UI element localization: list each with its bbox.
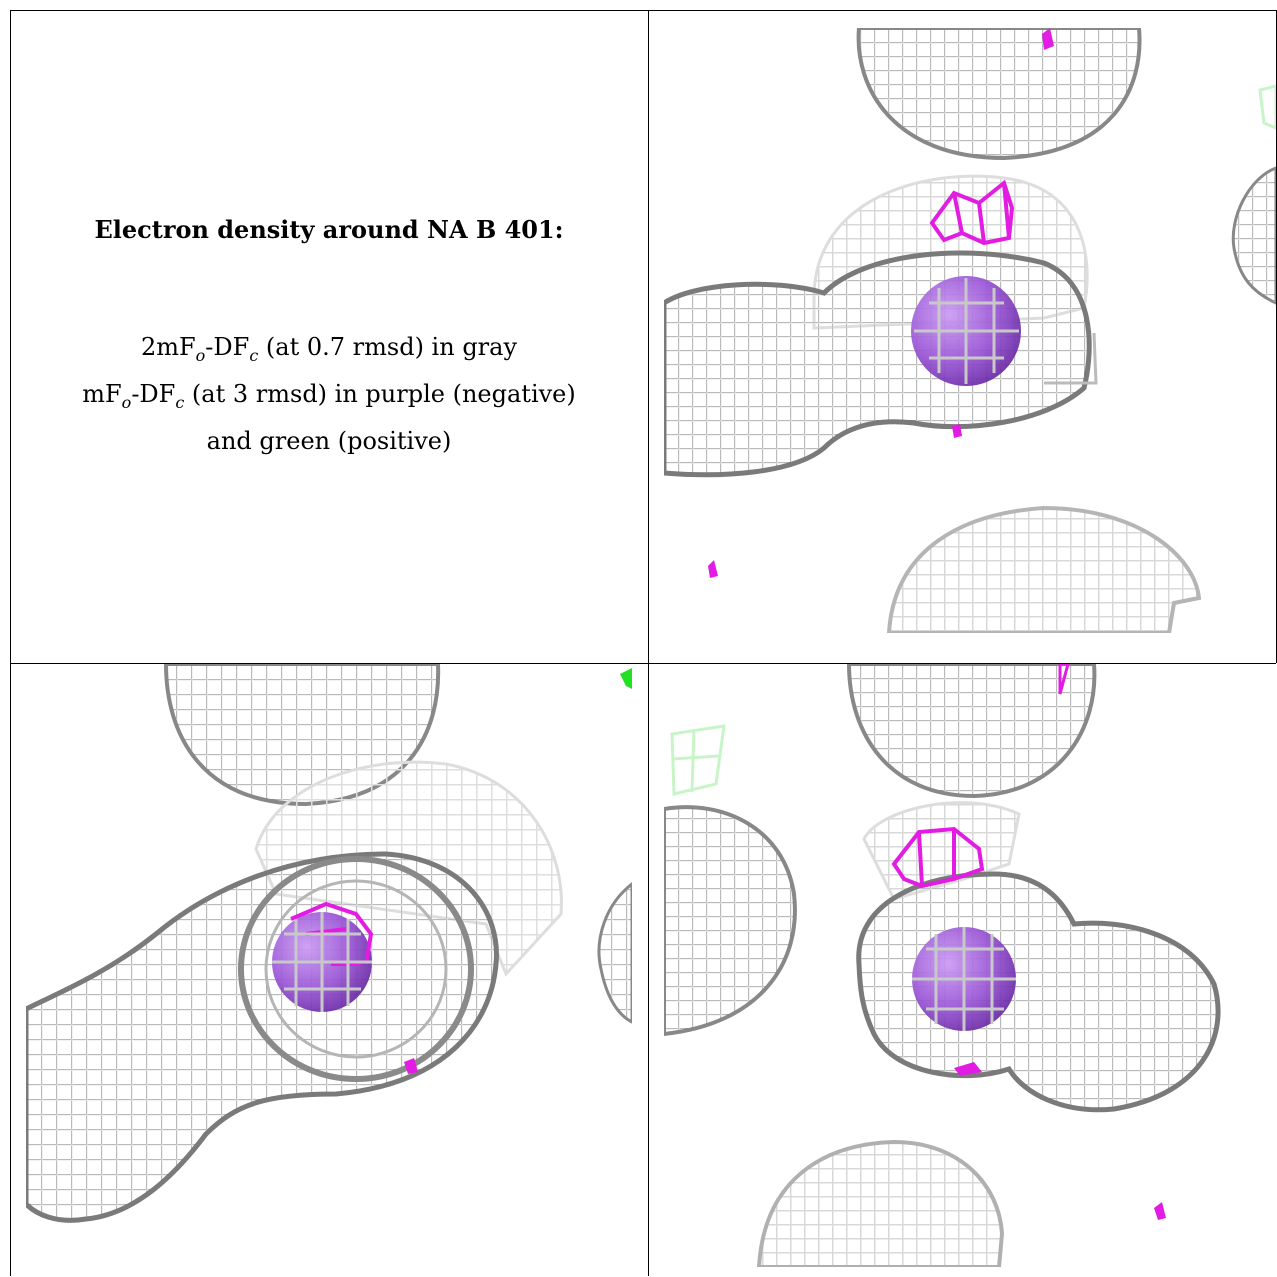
gray-mesh-top [846, 664, 1097, 799]
grid-line-middle [10, 663, 1276, 664]
legend-line-purple: mFo-DFc (at 3 rmsd) in purple (negative) [82, 379, 576, 412]
gray-mesh-bottom [756, 1139, 1005, 1267]
grid-line-center [648, 10, 649, 1276]
gray-mesh-top [856, 28, 1142, 161]
gray-mesh-main [664, 250, 1092, 478]
positive-density-faint [1258, 84, 1276, 130]
negative-density-top-edge [1058, 664, 1070, 695]
negative-density-tiny [404, 1058, 418, 1074]
legend-line-gray: 2mFo-DFc (at 0.7 rmsd) in gray [140, 333, 518, 365]
negative-density-tiny-1 [1042, 28, 1054, 50]
gray-mesh-left [664, 805, 797, 1037]
positive-density-faint [670, 724, 726, 796]
density-panel-top-right [664, 28, 1276, 633]
negative-density-top [929, 179, 1015, 246]
density-view-3 [664, 664, 1221, 1267]
grid-line-top [10, 10, 1276, 11]
legend-cell: Electron density around NA B 401: 2mFo-D… [10, 10, 648, 662]
density-panel-bottom-left [26, 664, 632, 1276]
negative-density-tiny-1 [954, 1062, 982, 1076]
gray-mesh-main [856, 871, 1221, 1113]
gray-mesh-bottom [886, 505, 1202, 633]
legend-line-green: and green (positive) [206, 426, 452, 455]
legend-title: Electron density around NA B 401: [94, 215, 564, 244]
negative-density-tiny-2 [952, 424, 962, 438]
density-view-2 [26, 664, 632, 1223]
density-view-1 [664, 28, 1276, 633]
grid-line-left [10, 10, 11, 1276]
gray-mesh-right-edge [597, 882, 632, 1024]
density-panel-bottom-right [664, 664, 1276, 1267]
gray-mesh-main [26, 851, 499, 1223]
negative-density-tiny-3 [708, 560, 718, 578]
positive-density-corner [620, 668, 632, 689]
gray-mesh-right-edge [1231, 166, 1276, 305]
negative-density-tiny-2 [1154, 1202, 1166, 1220]
legend-body: 2mFo-DFc (at 0.7 rmsd) in gray mFo-DFc (… [10, 328, 648, 460]
negative-density-top [891, 826, 985, 889]
